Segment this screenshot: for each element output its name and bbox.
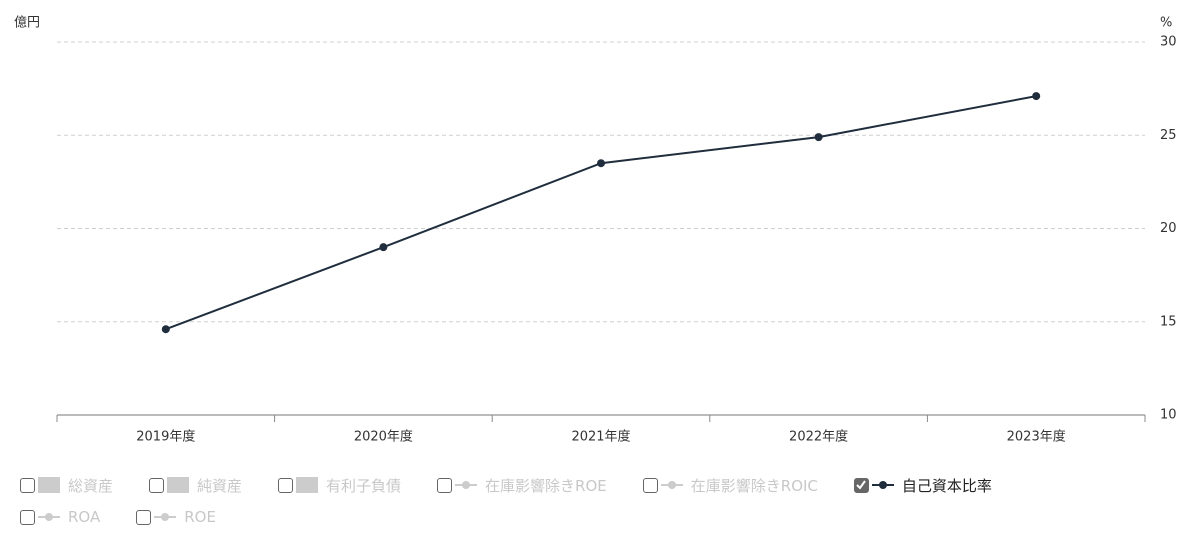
- point: [379, 243, 388, 252]
- point: [597, 159, 605, 168]
- point: [1032, 92, 1041, 101]
- point: [814, 133, 823, 142]
- swatch-dot: [161, 513, 170, 521]
- swatch-dot: [462, 481, 471, 489]
- legend-label: 純資産: [197, 476, 243, 495]
- y2-tick-label: 30: [1160, 35, 1177, 50]
- legend-label: 在庫影響除きROIC: [690, 476, 818, 495]
- legend-label: ROE: [184, 508, 216, 526]
- swatch-bar: [296, 477, 319, 493]
- swatch-dot: [45, 513, 53, 521]
- legend-swatch: [660, 481, 683, 489]
- y2-axis-label: %: [1160, 16, 1172, 31]
- checkbox[interactable]: [136, 509, 152, 525]
- chart: 億円 % 10 15 20 25 30 2019年度 2020年度 2021年度 2022年度 2…: [14, 15, 1177, 445]
- legend-swatch: [154, 513, 177, 521]
- y2-tick-label: 25: [1160, 128, 1177, 143]
- y2-tick-label: 15: [1160, 314, 1177, 329]
- legend-swatch: [38, 477, 60, 493]
- x-tick-label: 2022年度: [789, 429, 848, 445]
- legend-swatch: [455, 481, 478, 489]
- legend-item[interactable]: 総資産: [20, 474, 113, 496]
- checkbox[interactable]: [149, 477, 165, 493]
- legend-label: ROA: [68, 508, 101, 526]
- legend-swatch: [167, 477, 190, 493]
- y2-tick-label: 20: [1160, 221, 1177, 236]
- checkbox[interactable]: [20, 509, 35, 525]
- swatch-dot: [878, 481, 887, 489]
- legend-item[interactable]: 自己資本比率: [853, 474, 992, 496]
- swatch-bar: [38, 477, 60, 493]
- checkbox[interactable]: [437, 477, 453, 493]
- check: [856, 480, 867, 490]
- legend-label: 自己資本比率: [901, 476, 992, 495]
- x-tick-label: 2023年度: [1007, 429, 1066, 445]
- x-tick-label: 2019年度: [136, 429, 195, 445]
- x-tick-label: 2021年度: [571, 429, 630, 445]
- legend-item[interactable]: 有利子負債: [278, 474, 401, 496]
- legend-label: 有利子負債: [326, 476, 402, 495]
- line: [165, 95, 1037, 331]
- legend-label: 総資産: [68, 476, 114, 495]
- y2-tick-label: 10: [1160, 408, 1177, 423]
- legend-item[interactable]: 在庫影響除きROE: [437, 474, 607, 496]
- legend-label: 在庫影響除きROE: [485, 476, 607, 495]
- legend-swatch: [38, 513, 60, 521]
- legend-item[interactable]: ROA: [20, 506, 100, 528]
- legend-item[interactable]: 在庫影響除きROIC: [642, 474, 818, 496]
- swatch-dot: [667, 481, 676, 489]
- checkbox[interactable]: [20, 477, 35, 493]
- y-axis-label: 億円: [14, 15, 40, 31]
- legend-swatch: [871, 481, 894, 489]
- legend-item[interactable]: 純資産: [149, 474, 242, 496]
- x-tick-label: 2020年度: [354, 429, 413, 445]
- checkbox[interactable]: [853, 477, 869, 493]
- legend-swatch: [296, 477, 319, 493]
- legend: 総資産 純資産 有利子負債 在庫影響除きROE 在庫影響除きROIC 自己資本比率 ROA R…: [20, 474, 1080, 528]
- point: [161, 325, 170, 334]
- swatch-bar: [167, 477, 190, 493]
- checkbox[interactable]: [278, 477, 294, 493]
- legend-item[interactable]: ROE: [136, 506, 216, 528]
- checkbox[interactable]: [642, 477, 658, 493]
